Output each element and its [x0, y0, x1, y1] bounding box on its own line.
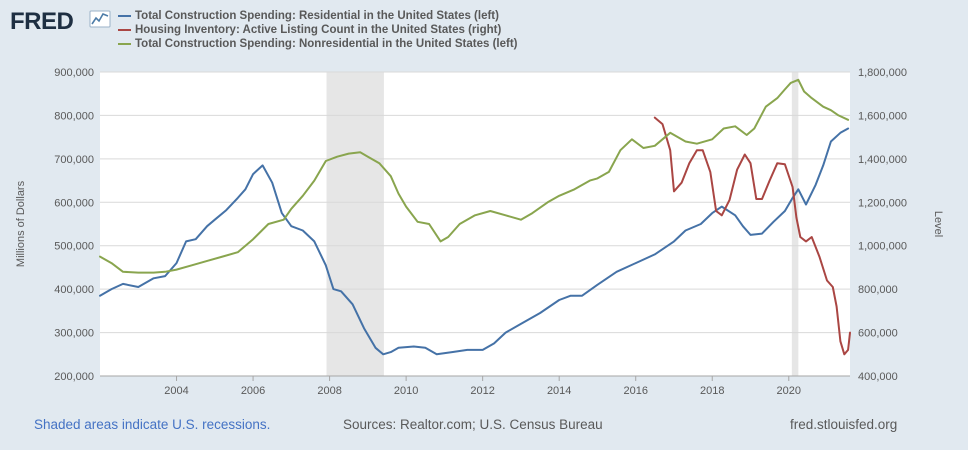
legend-swatch-nonresidential — [118, 43, 131, 45]
x-tick-label: 2004 — [164, 385, 188, 397]
y-right-tick-label: 1,600,000 — [858, 110, 907, 122]
y-left-tick-label: 400,000 — [54, 284, 94, 296]
y-left-axis-title: Millions of Dollars — [15, 180, 27, 267]
legend-item-residential: Total Construction Spending: Residential… — [118, 9, 518, 23]
legend-label-nonresidential: Total Construction Spending: Nonresident… — [135, 38, 518, 50]
x-tick-label: 2020 — [777, 385, 801, 397]
x-tick-label: 2006 — [241, 385, 265, 397]
y-right-tick-label: 600,000 — [858, 328, 898, 340]
series-line-housing-inventory — [653, 116, 851, 356]
sources-text: Sources: Realtor.com; U.S. Census Bureau — [343, 417, 603, 432]
series-line-residential — [99, 127, 850, 356]
y-right-tick-label: 1,400,000 — [858, 154, 907, 166]
x-tick-label: 2008 — [317, 385, 341, 397]
x-tick-label: 2018 — [700, 385, 724, 397]
y-right-tick-label: 400,000 — [858, 371, 898, 383]
y-left-tick-label: 600,000 — [54, 197, 94, 209]
y-right-tick-label: 1,000,000 — [858, 241, 907, 253]
recession-band — [791, 72, 799, 376]
y-left-tick-label: 800,000 — [54, 110, 94, 122]
chart: 200,000 300,000 400,000 500,000 600,000 700,0… — [15, 67, 944, 397]
chart-graph-icon — [89, 10, 111, 28]
x-tick-label: 2014 — [547, 385, 571, 397]
y-right-tick-label: 1,800,000 — [858, 67, 907, 79]
x-tick-label: 2012 — [470, 385, 494, 397]
y-left-tick-label: 700,000 — [54, 154, 94, 166]
legend-label-housing-inventory: Housing Inventory: Active Listing Count … — [135, 24, 502, 36]
y-right-tick-label: 1,200,000 — [858, 197, 907, 209]
y-left-tick-label: 500,000 — [54, 241, 94, 253]
chart-legend: Total Construction Spending: Residential… — [118, 9, 518, 51]
y-right-axis-title: Level — [932, 211, 944, 237]
legend-item-nonresidential: Total Construction Spending: Nonresident… — [118, 37, 518, 51]
fred-logo[interactable]: FRED — [10, 8, 114, 37]
y-right-tick-label: 800,000 — [858, 284, 898, 296]
y-left-tick-label: 900,000 — [54, 67, 94, 79]
x-tick-label: 2010 — [394, 385, 418, 397]
legend-swatch-residential — [118, 15, 131, 17]
legend-label-residential: Total Construction Spending: Residential… — [135, 10, 499, 22]
legend-item-housing-inventory: Housing Inventory: Active Listing Count … — [118, 23, 518, 37]
series-line-nonresidential — [99, 78, 850, 274]
recession-band — [326, 72, 384, 376]
y-left-tick-label: 200,000 — [54, 371, 94, 383]
legend-swatch-housing-inventory — [118, 29, 131, 31]
recessions-note[interactable]: Shaded areas indicate U.S. recessions. — [34, 417, 271, 432]
x-tick-label: 2016 — [623, 385, 647, 397]
site-link[interactable]: fred.stlouisfed.org — [790, 417, 898, 432]
fred-logo-text: FRED — [10, 8, 74, 32]
y-left-tick-label: 300,000 — [54, 328, 94, 340]
plot-area — [100, 72, 850, 376]
